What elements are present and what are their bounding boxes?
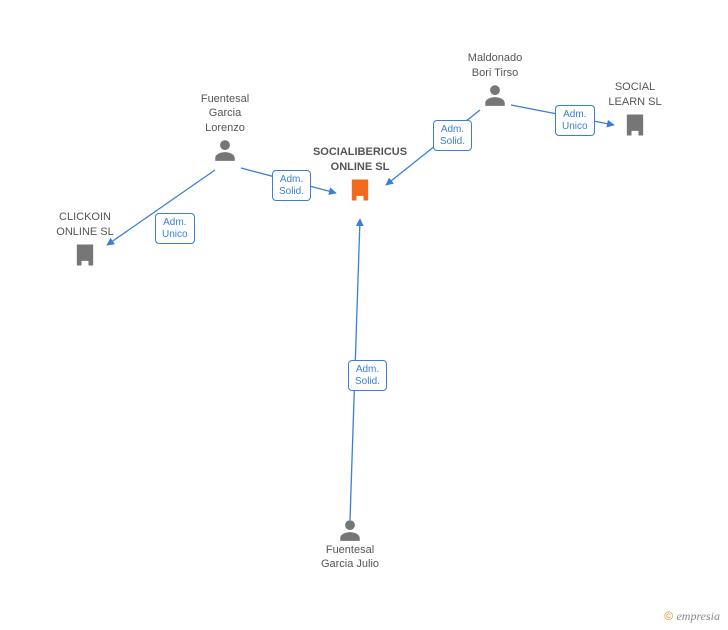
edge-label: Adm. Solid.: [348, 360, 387, 391]
watermark-brand: empresia: [676, 609, 720, 623]
edge-label: Adm. Unico: [555, 105, 595, 136]
node-label: SOCIAL LEARN SL: [608, 80, 661, 109]
person-icon: [212, 137, 238, 163]
watermark: © empresia: [664, 609, 720, 624]
node-label: Fuentesal Garcia Julio: [321, 543, 379, 572]
person-icon: [482, 82, 508, 108]
company-node: SOCIALIBERICUS ONLINE SL: [313, 145, 407, 204]
building-icon: [621, 111, 649, 139]
person-icon: [337, 517, 363, 543]
copyright-symbol: ©: [664, 609, 673, 623]
node-label: Fuentesal Garcia Lorenzo: [201, 92, 249, 135]
node-label: CLICKOIN ONLINE SL: [56, 210, 113, 239]
person-node: Fuentesal Garcia Julio: [321, 515, 379, 572]
edge-label: Adm. Solid.: [272, 170, 311, 201]
node-label: SOCIALIBERICUS ONLINE SL: [313, 145, 407, 174]
company-node: SOCIAL LEARN SL: [608, 80, 661, 139]
node-label: Maldonado Bori Tirso: [468, 51, 522, 80]
company-node: CLICKOIN ONLINE SL: [56, 210, 113, 269]
building-icon: [71, 241, 99, 269]
edge-label: Adm. Solid.: [433, 120, 472, 151]
person-node: Fuentesal Garcia Lorenzo: [201, 92, 249, 163]
person-node: Maldonado Bori Tirso: [468, 51, 522, 108]
diagram-canvas: © empresia Adm. Unico Adm. Solid. Adm. Sol…: [0, 0, 728, 630]
edge-label: Adm. Unico: [155, 213, 195, 244]
building-icon: [346, 176, 374, 204]
